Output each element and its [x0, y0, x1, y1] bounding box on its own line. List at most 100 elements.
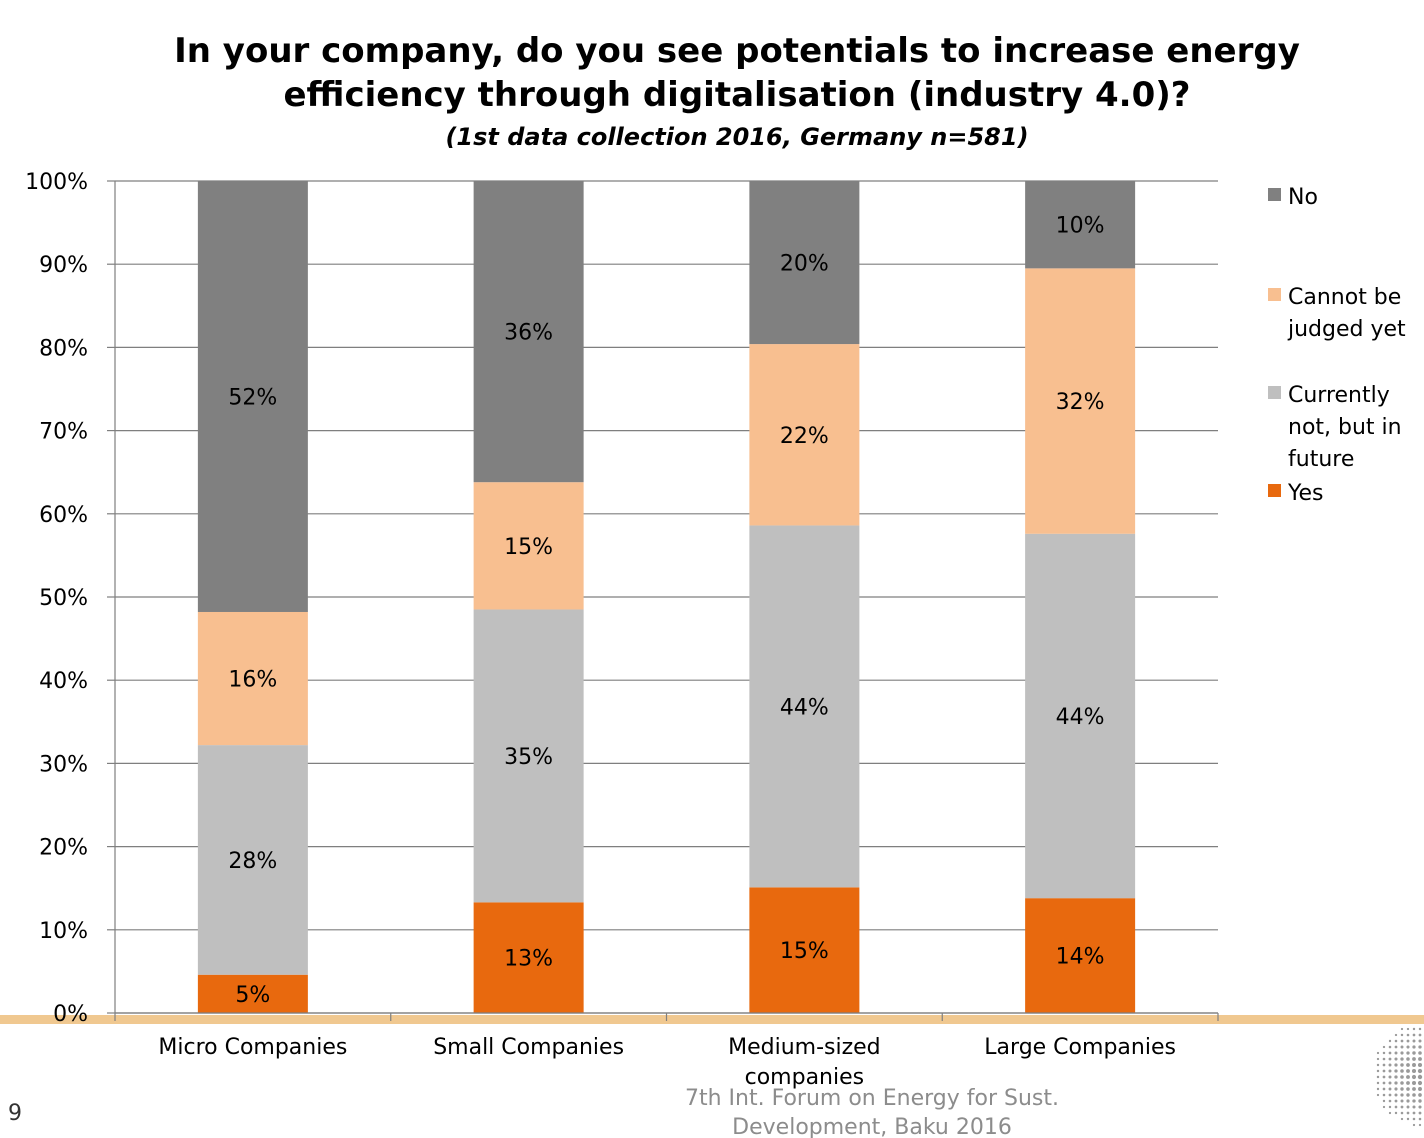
y-tick-label: 70%	[39, 420, 88, 445]
legend-label: Yes	[1287, 481, 1324, 506]
logo-dot	[1406, 1027, 1410, 1031]
y-tick-label: 20%	[39, 836, 88, 861]
logo-dot	[1400, 1069, 1404, 1073]
logo-dot	[1394, 1057, 1398, 1061]
logo-dot	[1418, 1027, 1422, 1031]
logo-dot	[1388, 1087, 1392, 1091]
data-label: 16%	[228, 668, 277, 693]
data-label: 32%	[1056, 390, 1105, 415]
x-category-label: Micro Companies	[158, 1035, 347, 1060]
logo-dot	[1394, 1051, 1398, 1055]
bar-segment	[473, 482, 584, 610]
logo-dot	[1382, 1105, 1386, 1109]
x-category-label: Large Companies	[984, 1035, 1176, 1060]
bar-segment	[473, 902, 584, 1013]
data-label: 5%	[235, 983, 270, 1008]
y-tick-label: 90%	[39, 253, 88, 278]
bar-segment	[1025, 533, 1136, 899]
logo-dot	[1400, 1081, 1404, 1085]
logo-dot	[1418, 1087, 1422, 1091]
x-category-label: Medium-sized	[728, 1035, 881, 1060]
axes: 0% 10% 20% 30% 40% 50% 60% 70% 80% 90% 100% Micro C…	[25, 170, 1219, 1090]
logo-dot	[1418, 1123, 1422, 1127]
logo-dot	[1417, 1074, 1423, 1080]
logo-dot	[1406, 1099, 1410, 1103]
data-label: 44%	[780, 695, 829, 720]
logo-dot	[1411, 1074, 1417, 1080]
logo-dot	[1382, 1057, 1386, 1061]
logo-dot	[1418, 1117, 1422, 1121]
logo-dot	[1406, 1057, 1410, 1061]
logo-dot	[1400, 1093, 1404, 1097]
logo-dot	[1394, 1087, 1398, 1091]
y-tick-label: 10%	[39, 919, 88, 944]
logo-dot	[1412, 1099, 1416, 1103]
logo-dot	[1400, 1057, 1404, 1061]
chart-title-line-1: In your company, do you see potentials t…	[174, 31, 1300, 71]
logo-dot	[1406, 1069, 1410, 1073]
logo-dot	[1388, 1111, 1392, 1115]
logo-dot	[1418, 1033, 1422, 1037]
logo-dot	[1406, 1051, 1410, 1055]
logo-dot	[1376, 1087, 1380, 1091]
y-tick-label: 40%	[39, 669, 88, 694]
logo-dot	[1394, 1099, 1398, 1103]
logo-dot	[1394, 1039, 1398, 1043]
bar-segment	[749, 525, 860, 888]
legend-label: future	[1288, 447, 1354, 472]
logo-dot	[1394, 1105, 1398, 1109]
logo-dot	[1400, 1039, 1404, 1043]
y-tick-label: 30%	[39, 752, 88, 777]
logo-dot	[1382, 1051, 1386, 1055]
data-label: 28%	[228, 849, 277, 874]
logo-dot	[1382, 1087, 1386, 1091]
legend-swatch	[1268, 188, 1281, 201]
logo-dot	[1388, 1069, 1392, 1073]
logo-dot	[1411, 1080, 1417, 1086]
logo-dot	[1406, 1081, 1410, 1085]
logo-dot	[1406, 1033, 1410, 1037]
legend: No Cannot be judged yet Currently not, but i…	[1268, 185, 1406, 506]
legend-swatch	[1268, 484, 1281, 497]
logo-dot	[1418, 1045, 1422, 1049]
logo-dot	[1406, 1087, 1410, 1091]
logo-dot	[1400, 1105, 1404, 1109]
data-label: 14%	[1056, 945, 1105, 970]
logo-dot	[1418, 1057, 1422, 1061]
logo-dot	[1400, 1045, 1404, 1049]
logo-dot	[1412, 1051, 1416, 1055]
bar-segment	[473, 181, 584, 483]
logo-dot	[1376, 1057, 1380, 1061]
logo-dot	[1412, 1123, 1416, 1127]
bar-segment	[197, 181, 308, 612]
logo-dot	[1418, 1093, 1422, 1097]
data-label: 20%	[780, 252, 829, 277]
chart-title-line-2: efficiency through digitalisation (indus…	[283, 75, 1190, 115]
logo-dot	[1388, 1093, 1392, 1097]
legend-label: judged yet	[1287, 317, 1406, 342]
logo-dot	[1400, 1099, 1404, 1103]
logo-dot	[1406, 1075, 1410, 1079]
data-label: 15%	[504, 535, 553, 560]
data-label: 52%	[228, 385, 277, 410]
logo-dot	[1382, 1069, 1386, 1073]
logo-dot	[1394, 1111, 1398, 1115]
logo-dot	[1412, 1033, 1416, 1037]
logo-dot	[1400, 1075, 1404, 1079]
logo-dot	[1382, 1093, 1386, 1097]
y-tick-label: 50%	[39, 586, 88, 611]
bar-segment	[1025, 268, 1136, 534]
logo-dot	[1388, 1099, 1392, 1103]
logo-dot	[1400, 1117, 1404, 1121]
logo-dot	[1388, 1039, 1392, 1043]
logo-dot	[1412, 1117, 1416, 1121]
logo-dot	[1418, 1099, 1422, 1103]
logo-dot	[1412, 1057, 1416, 1061]
data-label: 22%	[780, 424, 829, 449]
data-label: 15%	[780, 939, 829, 964]
logo-dot	[1382, 1045, 1386, 1049]
logo-dot	[1388, 1105, 1392, 1109]
bar-segment	[749, 181, 860, 345]
logo-dot	[1418, 1111, 1422, 1115]
